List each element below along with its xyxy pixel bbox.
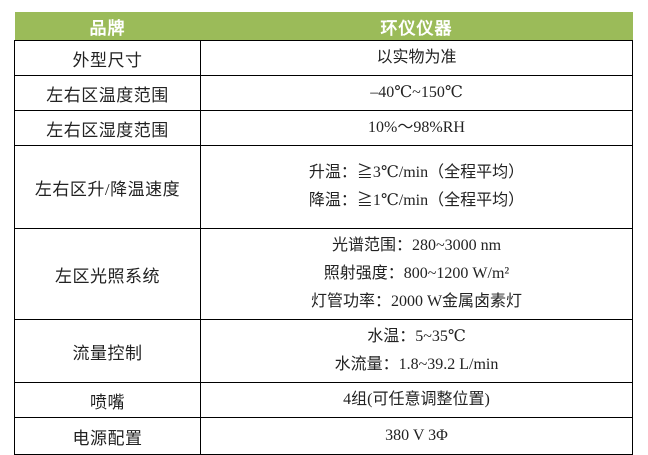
value-line: 光谱范围：280~3000 nm [331, 237, 502, 254]
table-body: 外型尺寸 以实物为准 左右区温度范围 –40℃~150℃ 左右区湿度范围 10%… [14, 40, 633, 455]
row-label: 左右区湿度范围 [14, 110, 201, 146]
row-label: 流量控制 [14, 319, 201, 383]
row-label: 喷嘴 [14, 382, 201, 418]
table-row: 流量控制 水温：5~35℃ 水流量：1.8~39.2 L/min [14, 319, 633, 383]
row-value: –40℃~150℃ [200, 75, 633, 111]
row-label: 左右区升/降温速度 [14, 145, 201, 229]
value-line: 照射强度：800~1200 W/m² [323, 265, 510, 282]
row-label: 外型尺寸 [14, 40, 201, 76]
row-value: 4组(可任意调整位置) [200, 382, 633, 418]
table-row: 电源配置 380 V 3Φ [14, 417, 633, 455]
table-row: 左右区湿度范围 10%～98%RH [14, 110, 633, 146]
value-line: 水温：5~35℃ [367, 328, 466, 345]
table-row: 左区光照系统 光谱范围：280~3000 nm 照射强度：800~1200 W/… [14, 228, 633, 320]
row-label: 左右区温度范围 [14, 75, 201, 111]
value-line: 水流量：1.8~39.2 L/min [334, 356, 499, 373]
row-value: 10%～98%RH [200, 110, 633, 146]
table-header-row: 品牌 环仪仪器 [14, 12, 633, 41]
value-line: –40℃~150℃ [370, 84, 463, 101]
row-value: 水温：5~35℃ 水流量：1.8~39.2 L/min [200, 319, 633, 383]
table-row: 外型尺寸 以实物为准 [14, 40, 633, 76]
row-value: 升温：≧3℃/min（全程平均） 降温：≧1℃/min（全程平均） [200, 145, 633, 229]
table-row: 喷嘴 4组(可任意调整位置) [14, 382, 633, 418]
spec-sheet-page: 品牌 环仪仪器 外型尺寸 以实物为准 左右区温度范围 –40℃~150℃ 左右区… [14, 12, 633, 455]
table-row: 左右区升/降温速度 升温：≧3℃/min（全程平均） 降温：≧1℃/min（全程… [14, 145, 633, 229]
value-line: 灯管功率：2000 W金属卤素灯 [310, 293, 523, 310]
row-label: 电源配置 [14, 417, 201, 455]
value-line: 10%～98%RH [368, 119, 465, 136]
value-line: 降温：≧1℃/min（全程平均） [308, 192, 525, 209]
value-line: 升温：≧3℃/min（全程平均） [308, 164, 525, 181]
specification-table: 品牌 环仪仪器 外型尺寸 以实物为准 左右区温度范围 –40℃~150℃ 左右区… [14, 12, 633, 455]
row-value: 光谱范围：280~3000 nm 照射强度：800~1200 W/m² 灯管功率… [200, 228, 633, 320]
value-line: 以实物为准 [376, 49, 457, 66]
value-line: 380 V 3Φ [385, 427, 448, 444]
table-row: 左右区温度范围 –40℃~150℃ [14, 75, 633, 111]
row-label: 左区光照系统 [14, 228, 201, 320]
table-header: 品牌 环仪仪器 [14, 12, 633, 41]
header-cell-value: 环仪仪器 [200, 12, 633, 41]
row-value: 以实物为准 [200, 40, 633, 76]
row-value: 380 V 3Φ [200, 417, 633, 455]
value-line: 4组(可任意调整位置) [343, 391, 490, 408]
header-cell-label: 品牌 [14, 12, 201, 41]
